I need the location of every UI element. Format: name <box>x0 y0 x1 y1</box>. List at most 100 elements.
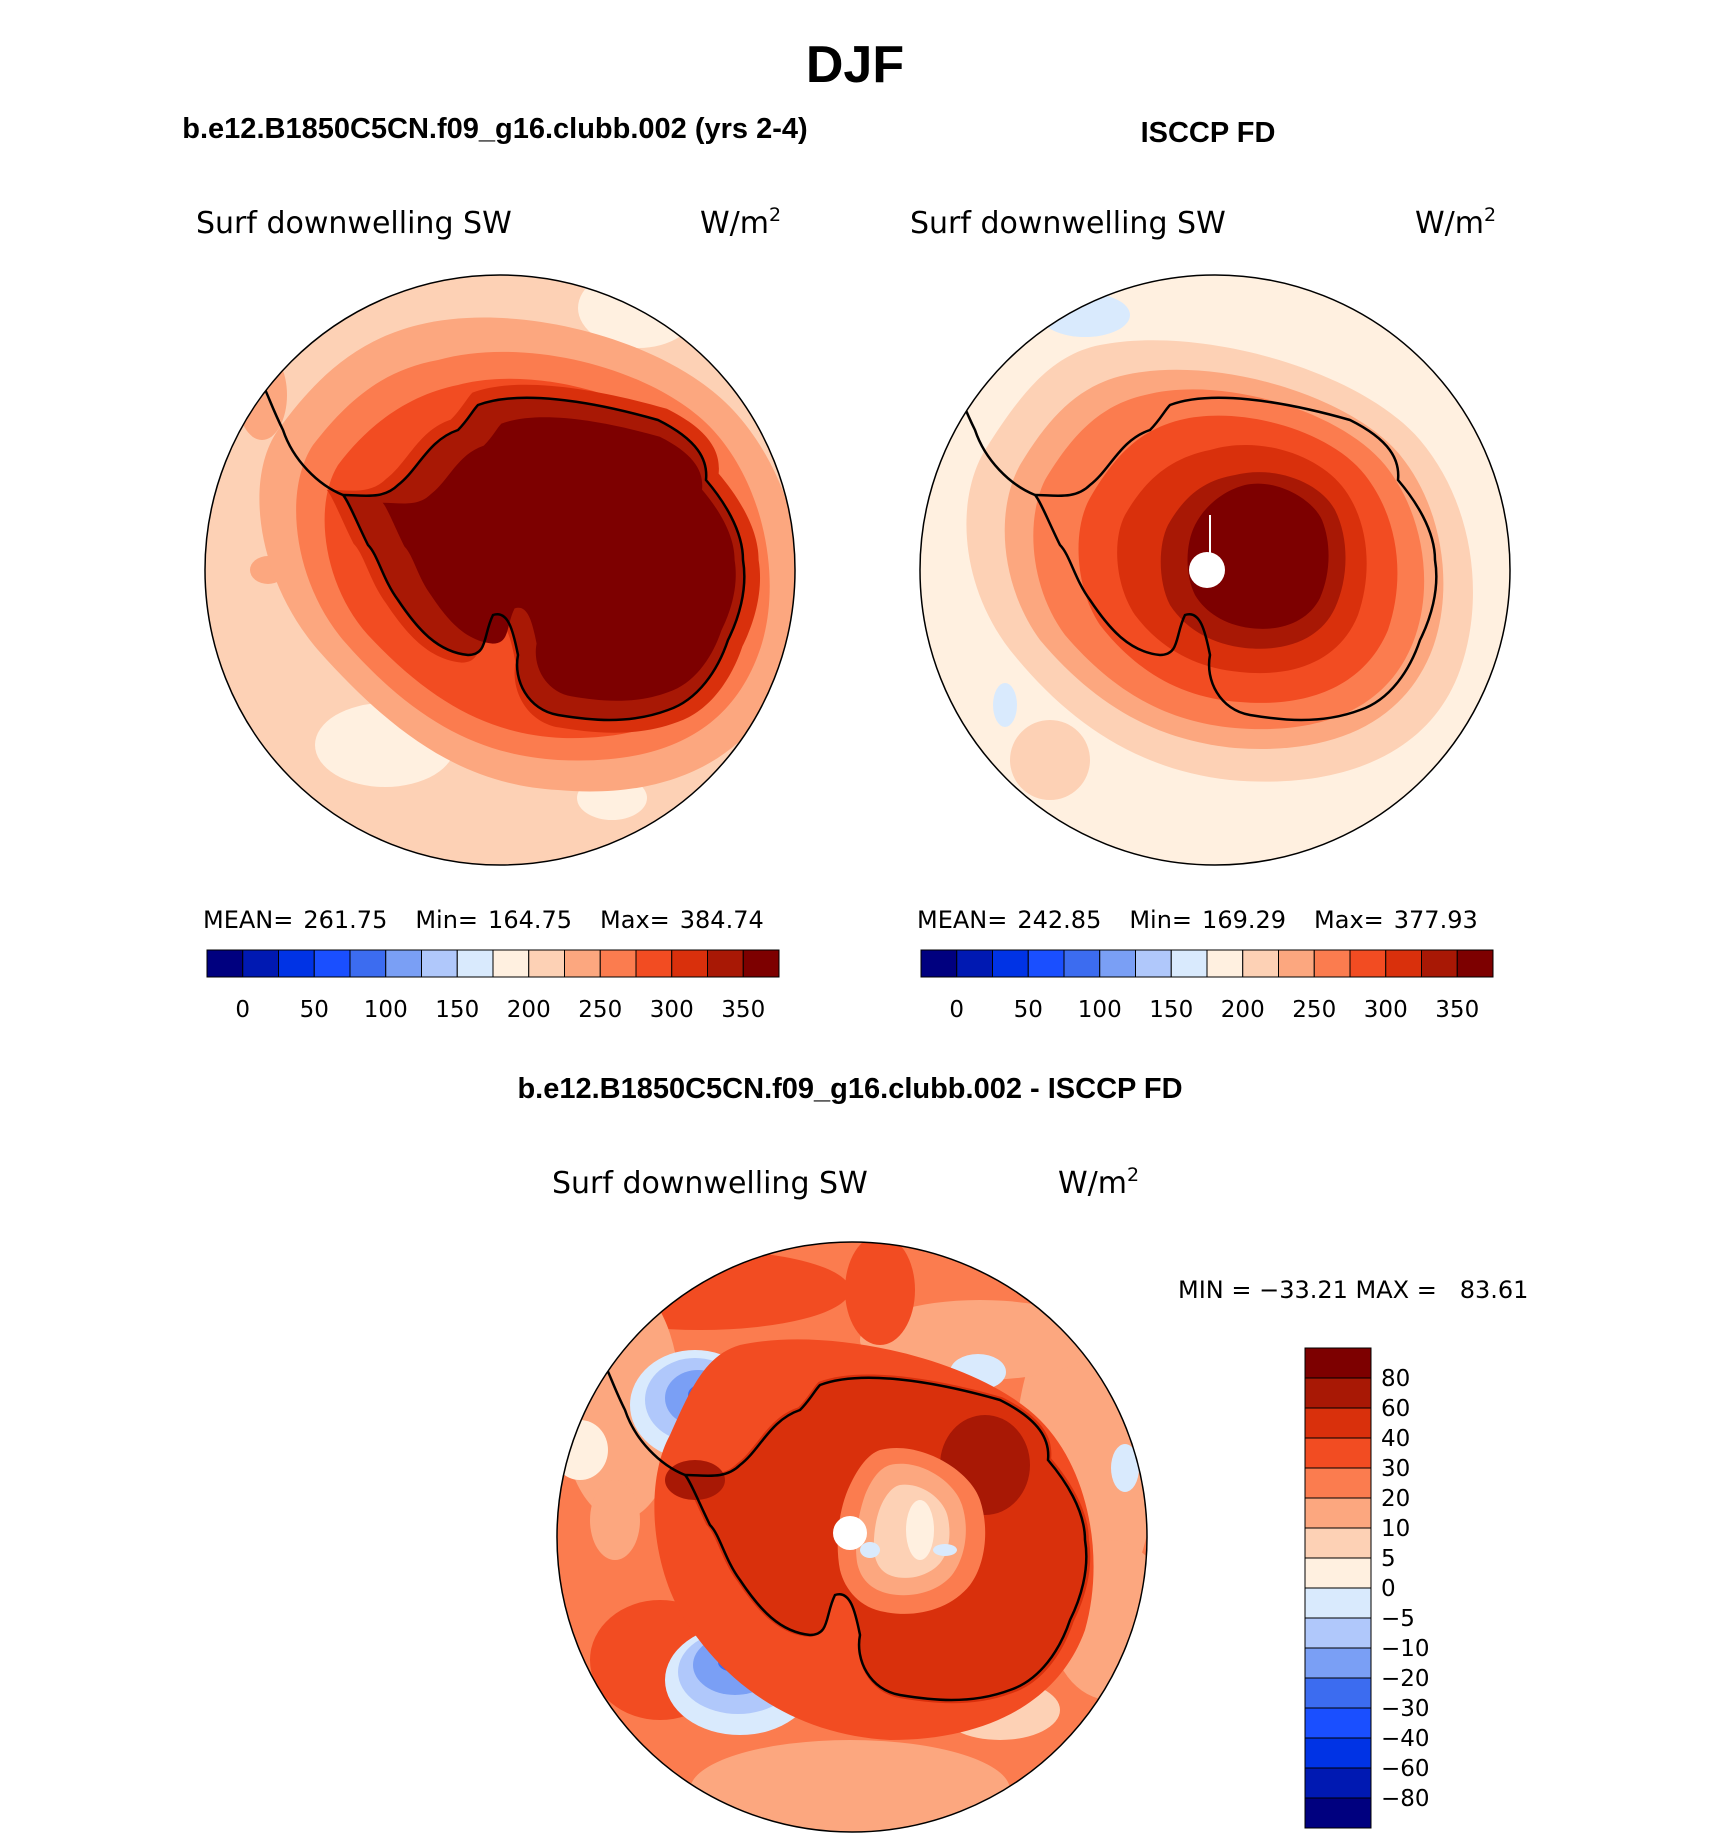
colorbar-difference-tick-label: −80 <box>1381 1786 1430 1812</box>
colorbar-difference-swatch <box>1304 1707 1372 1739</box>
polar-map-obs-border <box>919 274 1511 866</box>
colorbar-model-swatch <box>456 949 494 978</box>
pole-hole-difference <box>833 1516 867 1550</box>
colorbar-difference-swatch <box>1304 1647 1372 1679</box>
colorbar-model-swatch <box>492 949 530 978</box>
colorbar-model-tick-label: 300 <box>650 997 694 1023</box>
colorbar-obs-swatch <box>1313 949 1351 978</box>
colorbar-model-tick-label: 150 <box>435 997 479 1023</box>
colorbar-model-tick-label: 0 <box>235 997 250 1023</box>
colorbar-difference-swatch <box>1304 1497 1372 1529</box>
colorbar-obs-swatch <box>1135 949 1172 978</box>
colorbar-obs-tick-label: 100 <box>1078 997 1122 1023</box>
colorbar-difference-tick-label: 60 <box>1381 1396 1410 1422</box>
colorbar-obs-swatch <box>956 949 993 978</box>
colorbar-model-swatch <box>206 949 244 978</box>
polar-map-difference-border <box>556 1241 1148 1833</box>
colorbar-model-swatch <box>707 949 744 978</box>
colorbar-model: 0 50 100 150 200 250 300 350 <box>206 949 780 1023</box>
colorbar-model-tick-label: 250 <box>578 997 622 1023</box>
colorbar-model-swatch <box>349 949 387 978</box>
colorbar-model-swatch <box>385 949 422 978</box>
colorbar-obs-swatch <box>1349 949 1387 978</box>
panel-model-units: W/m2 <box>700 204 781 241</box>
colorbar-obs-tick-label: 50 <box>1014 997 1043 1023</box>
colorbar-obs-swatch <box>1456 949 1494 978</box>
colorbar-model-swatch <box>635 949 673 978</box>
colorbar-difference-swatch <box>1304 1737 1372 1769</box>
colorbar-difference-swatch <box>1304 1797 1372 1829</box>
colorbar-difference-swatch <box>1304 1377 1372 1409</box>
colorbar-obs-swatch <box>1421 949 1458 978</box>
colorbar-obs-tick-label: 250 <box>1292 997 1336 1023</box>
colorbar-difference-tick-label: −10 <box>1381 1636 1430 1662</box>
colorbar-model-swatch <box>421 949 458 978</box>
colorbar-difference-swatch <box>1304 1587 1372 1619</box>
colorbar-difference-swatch <box>1304 1407 1372 1439</box>
colorbar-model-swatch <box>671 949 708 978</box>
colorbar-difference-swatch <box>1304 1557 1372 1589</box>
colorbar-model-tick-label: 100 <box>364 997 408 1023</box>
polar-map-difference <box>557 1242 1147 1832</box>
colorbar-obs-swatch <box>1278 949 1315 978</box>
panel-diff-minmax: MIN = −33.21 MAX = 83.61 <box>1178 1276 1528 1304</box>
colorbar-model-swatch <box>599 949 637 978</box>
colorbar-obs: 0 50 100 150 200 250 300 350 <box>920 949 1494 1023</box>
panel-obs-variable: Surf downwelling SW <box>910 206 1226 241</box>
colorbar-obs-swatch <box>1099 949 1136 978</box>
colorbar-difference-tick-label: −5 <box>1381 1606 1415 1632</box>
colorbar-difference-tick-label: 80 <box>1381 1366 1410 1392</box>
colorbar-obs-swatch <box>1206 949 1244 978</box>
colorbar-obs-tick-label: 350 <box>1435 997 1479 1023</box>
colorbar-model-swatch <box>242 949 279 978</box>
colorbar-difference-tick-label: −20 <box>1381 1666 1430 1692</box>
colorbar-difference: 80 60 40 30 20 10 5 0 −5 −10 −20 −30 −40 −60 −80 <box>1304 1347 1430 1829</box>
colorbar-difference-swatch <box>1304 1677 1372 1709</box>
panel-model: b.e12.B1850C5CN.f09_g16.clubb.002 (yrs 2… <box>182 113 807 1023</box>
colorbar-model-swatch <box>278 949 315 978</box>
colorbar-model-tick-label: 350 <box>721 997 765 1023</box>
colorbar-difference-swatch <box>1304 1467 1372 1499</box>
colorbar-model-swatch <box>742 949 780 978</box>
colorbar-difference-tick-label: −30 <box>1381 1696 1430 1722</box>
colorbar-obs-tick-label: 0 <box>949 997 964 1023</box>
polar-map-model <box>205 275 795 865</box>
colorbar-obs-tick-label: 200 <box>1221 997 1265 1023</box>
colorbar-difference-tick-label: 10 <box>1381 1516 1410 1542</box>
panel-model-heading: b.e12.B1850C5CN.f09_g16.clubb.002 (yrs 2… <box>182 113 807 145</box>
panel-difference: b.e12.B1850C5CN.f09_g16.clubb.002 - ISCC… <box>517 1073 1528 1833</box>
colorbar-obs-swatch <box>920 949 958 978</box>
colorbar-obs-swatch <box>1027 949 1065 978</box>
colorbar-difference-tick-label: 0 <box>1381 1576 1396 1602</box>
colorbar-difference-tick-label: 20 <box>1381 1486 1410 1512</box>
colorbar-difference-tick-label: 40 <box>1381 1426 1410 1452</box>
colorbar-difference-swatch <box>1304 1767 1372 1799</box>
pole-hole-obs <box>1189 552 1225 588</box>
colorbar-obs-swatch <box>1063 949 1101 978</box>
colorbar-obs-tick-label: 150 <box>1149 997 1193 1023</box>
panel-model-stats: MEAN= 261.75 Min= 164.75 Max= 384.74 <box>203 906 764 934</box>
panel-obs: ISCCP FD Surf downwelling SW W/m2 <box>910 117 1511 1023</box>
panel-obs-stats: MEAN= 242.85 Min= 169.29 Max= 377.93 <box>917 906 1478 934</box>
panel-obs-heading: ISCCP FD <box>1141 117 1276 149</box>
panel-model-variable: Surf downwelling SW <box>196 206 512 241</box>
colorbar-model-swatch <box>564 949 601 978</box>
colorbar-difference-swatch <box>1304 1527 1372 1559</box>
polar-map-obs <box>920 275 1510 865</box>
colorbar-obs-swatch <box>1385 949 1422 978</box>
panel-diff-heading: b.e12.B1850C5CN.f09_g16.clubb.002 - ISCC… <box>517 1073 1182 1105</box>
panel-diff-variable: Surf downwelling SW <box>552 1166 868 1201</box>
colorbar-obs-swatch <box>1242 949 1279 978</box>
colorbar-model-tick-label: 200 <box>507 997 551 1023</box>
colorbar-difference-tick-label: −40 <box>1381 1726 1430 1752</box>
colorbar-difference-swatch <box>1304 1437 1372 1469</box>
colorbar-obs-swatch <box>1170 949 1208 978</box>
colorbar-obs-swatch <box>992 949 1029 978</box>
colorbar-difference-tick-label: −60 <box>1381 1756 1430 1782</box>
colorbar-model-swatch <box>313 949 351 978</box>
colorbar-model-swatch <box>528 949 565 978</box>
colorbar-difference-swatch <box>1304 1347 1372 1379</box>
polar-map-model-border <box>204 274 796 866</box>
panel-diff-units: W/m2 <box>1058 1164 1139 1201</box>
main-title: DJF <box>806 36 904 94</box>
